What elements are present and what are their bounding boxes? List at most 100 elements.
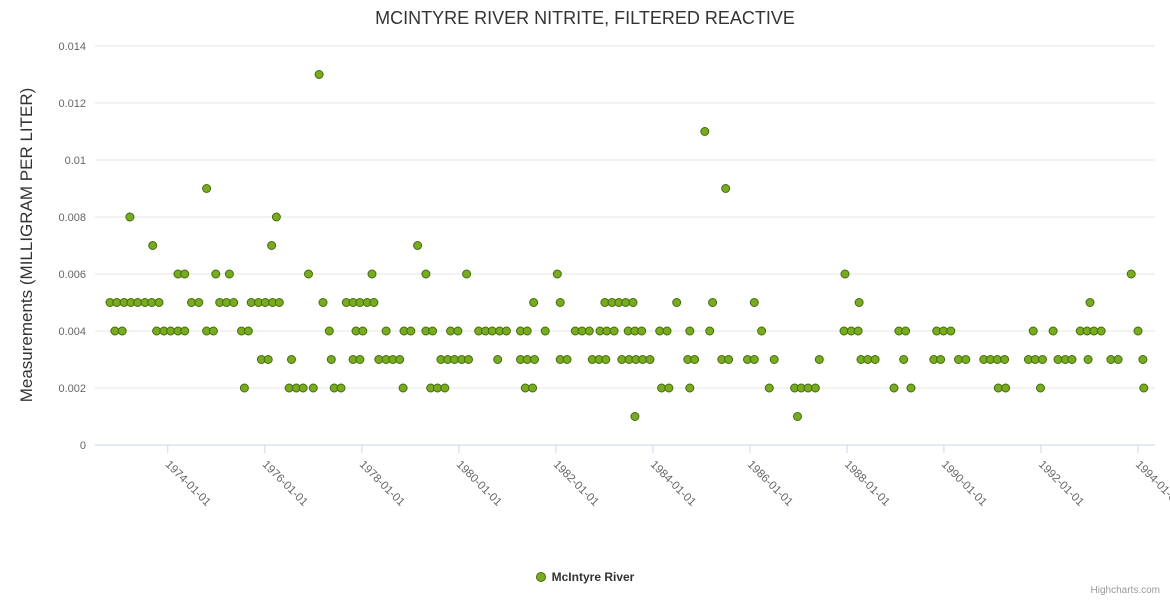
data-point[interactable] [202,184,212,193]
data-point[interactable] [562,355,572,364]
data-point[interactable] [453,326,463,336]
data-point[interactable] [1038,355,1047,364]
data-point[interactable] [298,383,308,393]
data-point[interactable] [308,383,318,393]
data-point[interactable] [224,269,234,279]
data-point[interactable] [1000,355,1010,364]
data-point[interactable] [749,355,759,364]
data-point[interactable] [1113,355,1123,364]
data-point[interactable] [1067,355,1077,364]
data-point[interactable] [355,298,365,307]
data-point[interactable] [946,326,956,336]
data-point[interactable] [757,326,767,336]
data-point[interactable] [1085,298,1095,307]
data-point[interactable] [271,212,281,222]
data-point[interactable] [208,326,218,336]
data-point[interactable] [724,355,734,364]
data-point[interactable] [662,326,672,336]
data-point[interactable] [637,326,647,336]
data-point[interactable] [374,355,384,364]
data-point[interactable] [148,241,158,250]
data-point[interactable] [1139,383,1149,393]
data-point[interactable] [324,326,334,336]
data-point[interactable] [899,355,909,364]
data-point[interactable] [936,355,946,364]
data-point[interactable] [211,269,221,279]
data-point[interactable] [1083,355,1093,364]
data-point[interactable] [428,326,438,336]
data-point[interactable] [690,355,700,364]
data-point[interactable] [326,355,336,364]
data-point[interactable] [584,326,594,336]
data-point[interactable] [530,355,539,364]
data-point[interactable] [395,355,405,364]
data-point[interactable] [180,269,190,279]
data-point[interactable] [705,326,715,336]
highcharts-credit-link[interactable]: Highcharts.com [1090,585,1160,596]
data-point[interactable] [314,70,324,79]
data-point[interactable] [369,298,379,307]
data-point[interactable] [1001,383,1011,393]
data-point[interactable] [540,326,550,336]
data-point[interactable] [154,298,164,307]
data-point[interactable] [406,326,416,336]
data-point[interactable] [803,383,813,393]
data-point[interactable] [628,298,638,307]
data-point[interactable] [906,383,916,393]
data-point[interactable] [529,298,539,307]
data-point[interactable] [1028,326,1038,336]
data-point[interactable] [421,269,431,279]
data-point[interactable] [749,298,759,307]
data-point[interactable] [239,383,249,393]
data-point[interactable] [381,326,391,336]
data-point[interactable] [304,269,313,279]
data-point[interactable] [609,326,619,336]
data-point[interactable] [194,298,204,307]
data-point[interactable] [810,383,820,393]
data-point[interactable] [229,298,239,307]
data-point[interactable] [854,298,864,307]
data-point[interactable] [1036,383,1045,393]
legend-item-mcintyre-river[interactable]: McIntyre River [535,570,634,584]
data-point[interactable] [462,269,472,279]
data-point[interactable] [358,326,368,336]
data-point[interactable] [336,383,346,393]
data-point[interactable] [840,269,850,279]
data-point[interactable] [1133,326,1143,336]
data-point[interactable] [645,355,655,364]
data-point[interactable] [664,383,674,393]
data-point[interactable] [487,326,497,336]
data-point[interactable] [721,184,731,193]
data-point[interactable] [1138,355,1148,364]
data-point[interactable] [528,383,538,393]
data-point[interactable] [814,355,824,364]
data-point[interactable] [901,326,911,336]
data-point[interactable] [700,127,710,136]
data-point[interactable] [889,383,899,393]
data-point[interactable] [318,298,328,307]
data-point[interactable] [398,383,408,393]
data-point[interactable] [961,355,971,364]
data-point[interactable] [125,212,135,222]
data-point[interactable] [287,355,296,364]
data-point[interactable] [260,298,270,307]
data-point[interactable] [657,383,667,393]
data-point[interactable] [708,298,718,307]
data-point[interactable] [685,326,695,336]
data-point[interactable] [1048,326,1058,336]
data-point[interactable] [501,326,511,336]
data-point[interactable] [672,298,682,307]
data-point[interactable] [274,298,284,307]
data-point[interactable] [117,326,127,336]
data-point[interactable] [552,269,562,279]
data-point[interactable] [267,241,277,250]
data-point[interactable] [263,355,273,364]
data-point[interactable] [685,383,695,393]
data-point[interactable] [793,412,802,421]
data-point[interactable] [464,355,473,364]
data-point[interactable] [853,326,863,336]
data-point[interactable] [764,383,774,393]
data-point[interactable] [493,355,503,364]
data-point[interactable] [440,383,450,393]
data-point[interactable] [1126,269,1136,279]
